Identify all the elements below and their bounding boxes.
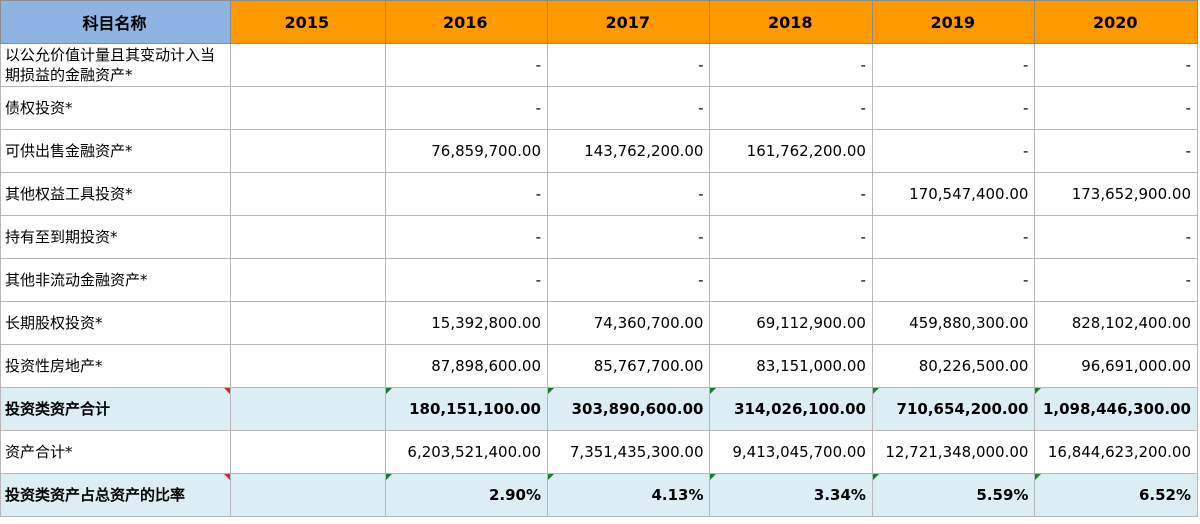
- table-cell[interactable]: 314,026,100.00: [709, 387, 873, 431]
- table-cell[interactable]: -: [709, 215, 873, 259]
- table-cell[interactable]: 74,360,700.00: [546, 301, 711, 345]
- table-cell[interactable]: 69,112,900.00: [709, 301, 873, 345]
- table-row: 其他非流动金融资产* - - - - -: [0, 258, 1198, 302]
- table-cell[interactable]: -: [546, 172, 711, 216]
- table-cell[interactable]: 2.90%: [384, 473, 549, 517]
- table-row: 持有至到期投资* - - - - -: [0, 215, 1198, 259]
- table-cell[interactable]: -: [546, 86, 711, 130]
- total-row: 投资类资产合计 180,151,100.00 303,890,600.00 31…: [0, 387, 1198, 431]
- table-cell[interactable]: [230, 301, 386, 345]
- table-cell[interactable]: 170,547,400.00: [871, 172, 1036, 216]
- column-header-year[interactable]: 2016: [384, 0, 549, 44]
- table-cell[interactable]: -: [871, 258, 1036, 302]
- column-header-year[interactable]: 2019: [871, 0, 1036, 44]
- column-header-name[interactable]: 科目名称: [0, 0, 232, 44]
- table-cell[interactable]: 459,880,300.00: [871, 301, 1036, 345]
- table-cell[interactable]: 143,762,200.00: [546, 129, 711, 173]
- column-header-year[interactable]: 2017: [546, 0, 711, 44]
- column-header-year[interactable]: 2018: [709, 0, 873, 44]
- table-cell[interactable]: -: [871, 43, 1036, 87]
- row-label[interactable]: 以公允价值计量且其变动计入当期损益的金融资产*: [0, 43, 232, 87]
- table-cell[interactable]: 4.13%: [546, 473, 711, 517]
- table-row: 其他权益工具投资* - - - 170,547,400.00 173,652,9…: [0, 172, 1198, 216]
- table-cell[interactable]: -: [384, 215, 549, 259]
- row-label[interactable]: 可供出售金融资产*: [0, 129, 232, 173]
- row-label[interactable]: 其他非流动金融资产*: [0, 258, 232, 302]
- table-cell[interactable]: 76,859,700.00: [384, 129, 549, 173]
- table-cell[interactable]: -: [709, 258, 873, 302]
- table-cell[interactable]: 6.52%: [1034, 473, 1198, 517]
- table-cell[interactable]: -: [384, 86, 549, 130]
- table-cell[interactable]: 96,691,000.00: [1034, 344, 1198, 388]
- table-cell[interactable]: 12,721,348,000.00: [871, 430, 1036, 474]
- row-label[interactable]: 其他权益工具投资*: [0, 172, 232, 216]
- table-cell[interactable]: -: [709, 172, 873, 216]
- table-cell[interactable]: -: [546, 258, 711, 302]
- column-header-year[interactable]: 2020: [1034, 0, 1198, 44]
- table-cell[interactable]: 303,890,600.00: [546, 387, 711, 431]
- table-cell[interactable]: 80,226,500.00: [871, 344, 1036, 388]
- table-cell[interactable]: 161,762,200.00: [709, 129, 873, 173]
- row-label[interactable]: 资产合计*: [0, 430, 232, 474]
- table-cell[interactable]: [230, 129, 386, 173]
- table-cell[interactable]: 85,767,700.00: [546, 344, 711, 388]
- table-row: 以公允价值计量且其变动计入当期损益的金融资产* - - - - -: [0, 43, 1198, 87]
- table-cell[interactable]: -: [384, 172, 549, 216]
- table-cell[interactable]: 16,844,623,200.00: [1034, 430, 1198, 474]
- table-cell[interactable]: -: [709, 86, 873, 130]
- table-cell[interactable]: -: [546, 43, 711, 87]
- table-cell[interactable]: [230, 344, 386, 388]
- table-cell[interactable]: -: [709, 43, 873, 87]
- table-cell[interactable]: -: [871, 86, 1036, 130]
- table-cell[interactable]: 828,102,400.00: [1034, 301, 1198, 345]
- table-cell[interactable]: 9,413,045,700.00: [709, 430, 873, 474]
- table-cell[interactable]: -: [1034, 215, 1198, 259]
- row-label[interactable]: 债权投资*: [0, 86, 232, 130]
- table-cell[interactable]: -: [1034, 129, 1198, 173]
- table-cell[interactable]: [230, 387, 386, 431]
- table-row: 可供出售金融资产* 76,859,700.00 143,762,200.00 1…: [0, 129, 1198, 173]
- table-row: 长期股权投资* 15,392,800.00 74,360,700.00 69,1…: [0, 301, 1198, 345]
- table-cell[interactable]: 5.59%: [871, 473, 1036, 517]
- table-cell[interactable]: -: [1034, 43, 1198, 87]
- table-cell[interactable]: [230, 258, 386, 302]
- table-cell[interactable]: 710,654,200.00: [871, 387, 1036, 431]
- table-cell[interactable]: -: [871, 215, 1036, 259]
- row-label[interactable]: 投资类资产占总资产的比率: [0, 473, 232, 517]
- table-cell[interactable]: -: [546, 215, 711, 259]
- table-cell[interactable]: 7,351,435,300.00: [546, 430, 711, 474]
- table-cell[interactable]: 173,652,900.00: [1034, 172, 1198, 216]
- table-cell[interactable]: [230, 473, 386, 517]
- row-label[interactable]: 投资性房地产*: [0, 344, 232, 388]
- table-row: 资产合计* 6,203,521,400.00 7,351,435,300.00 …: [0, 430, 1198, 474]
- row-label[interactable]: 持有至到期投资*: [0, 215, 232, 259]
- column-header-year[interactable]: 2015: [230, 0, 386, 44]
- ratio-row: 投资类资产占总资产的比率 2.90% 4.13% 3.34% 5.59% 6.5…: [0, 473, 1198, 517]
- table-cell[interactable]: [230, 215, 386, 259]
- table-cell[interactable]: [230, 172, 386, 216]
- table-cell[interactable]: 87,898,600.00: [384, 344, 549, 388]
- table-row: 债权投资* - - - - -: [0, 86, 1198, 130]
- table-cell[interactable]: [230, 86, 386, 130]
- table-cell[interactable]: 1,098,446,300.00: [1034, 387, 1198, 431]
- table-cell[interactable]: [230, 43, 386, 87]
- table-cell[interactable]: 6,203,521,400.00: [384, 430, 549, 474]
- table-row: 投资性房地产* 87,898,600.00 85,767,700.00 83,1…: [0, 344, 1198, 388]
- table-cell[interactable]: 83,151,000.00: [709, 344, 873, 388]
- table-cell[interactable]: -: [384, 258, 549, 302]
- table-cell[interactable]: -: [384, 43, 549, 87]
- row-label[interactable]: 投资类资产合计: [0, 387, 232, 431]
- table-cell[interactable]: -: [1034, 86, 1198, 130]
- table-cell[interactable]: [230, 430, 386, 474]
- row-label[interactable]: 长期股权投资*: [0, 301, 232, 345]
- table-cell[interactable]: 3.34%: [709, 473, 873, 517]
- table-cell[interactable]: -: [1034, 258, 1198, 302]
- table-cell[interactable]: 15,392,800.00: [384, 301, 549, 345]
- table-cell[interactable]: -: [871, 129, 1036, 173]
- header-row: 科目名称 2015 2016 2017 2018 2019 2020: [0, 0, 1198, 44]
- table-cell[interactable]: 180,151,100.00: [384, 387, 549, 431]
